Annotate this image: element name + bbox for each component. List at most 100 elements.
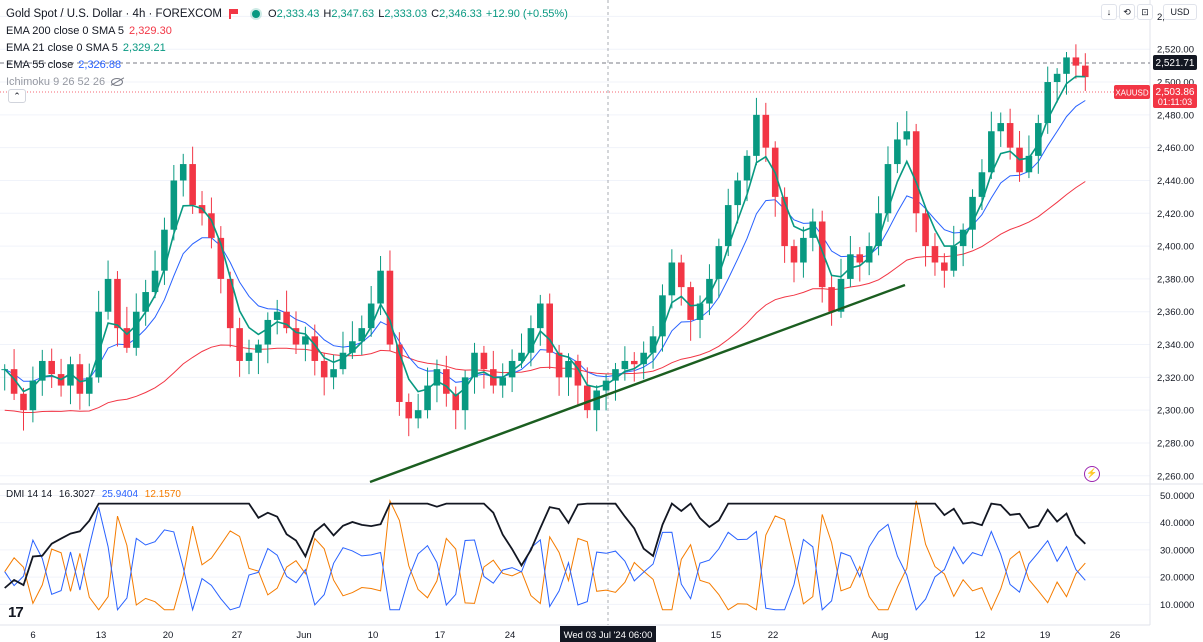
- crosshair-time-text: Wed 03 Jul '24 06:00: [564, 630, 653, 641]
- candle: [781, 187, 788, 263]
- candle: [339, 331, 347, 375]
- dmi-axis[interactable]: 50.0000 40.0000 30.0000 20.0000 10.0000: [1160, 491, 1194, 611]
- scroll-down-icon[interactable]: ↓: [1101, 4, 1117, 20]
- candle-body: [292, 328, 300, 345]
- high-price-label: 2,521.71: [1153, 55, 1197, 70]
- low-value: 2,333.03: [384, 7, 428, 20]
- candle-body: [161, 229, 168, 271]
- hidden-eye-icon[interactable]: [111, 77, 124, 86]
- candle-body: [724, 205, 732, 247]
- dmi-tick-label: 30.0000: [1160, 545, 1194, 556]
- candle: [1053, 68, 1061, 103]
- candle-body: [941, 262, 948, 271]
- dmi-adx-value: 16.3027: [58, 489, 96, 500]
- candle: [226, 271, 234, 348]
- low-label: L: [378, 7, 385, 20]
- candle: [602, 374, 610, 411]
- trendline-drawing[interactable]: [369, 283, 906, 484]
- last-price-text: 2,503.86: [1156, 87, 1195, 98]
- candle: [969, 189, 976, 249]
- candle: [931, 233, 939, 276]
- dmi-legend[interactable]: DMI 14 14 16.3027 25.9404 12.1570: [6, 489, 185, 500]
- candle: [856, 247, 864, 282]
- candle: [800, 226, 807, 278]
- dmi-adx-path: [4, 502, 1086, 589]
- candle-body: [546, 303, 553, 353]
- time-tick-label: 26: [1110, 630, 1121, 641]
- candle: [527, 315, 535, 367]
- price-tick-label: 2,520.00: [1157, 45, 1194, 56]
- candle-body: [264, 319, 272, 345]
- candle: [179, 153, 187, 197]
- candle: [875, 196, 882, 256]
- indicator-value: 2,329.21: [122, 41, 166, 54]
- price-tick-label: 2,360.00: [1157, 307, 1194, 318]
- candle: [170, 164, 178, 241]
- candle: [659, 284, 666, 352]
- candle-body: [95, 311, 102, 378]
- indicator-name: EMA 200 close 0 SMA 5: [6, 24, 125, 37]
- candle: [499, 363, 507, 398]
- flag-icon[interactable]: [228, 8, 239, 19]
- time-tick-label: 12: [975, 630, 986, 641]
- time-axis[interactable]: 6 13 20 27 Jun 10 17 24 15 22 Aug 12 19 26: [30, 630, 1120, 641]
- indicator-ema21[interactable]: EMA 21 close 0 SMA 5 2,329.21: [6, 39, 572, 56]
- candle: [161, 217, 168, 285]
- collapse-legend-button[interactable]: ⌃: [8, 89, 26, 103]
- candle: [640, 341, 647, 380]
- tradingview-logo[interactable]: 17: [8, 604, 24, 621]
- candle: [988, 111, 995, 179]
- price-tick-label: 2,440.00: [1157, 176, 1194, 187]
- maximize-icon[interactable]: ⊡: [1137, 4, 1153, 20]
- candle: [38, 349, 46, 396]
- candle: [255, 339, 262, 375]
- symbol-title[interactable]: Gold Spot / U.S. Dollar · 4h · FOREXCOM: [6, 7, 223, 20]
- market-status-icon[interactable]: [252, 9, 261, 18]
- candle-body: [612, 369, 619, 381]
- candle-body: [114, 278, 121, 329]
- dmi-plus-path: [4, 507, 1086, 612]
- candle: [471, 342, 478, 394]
- candle-body: [828, 287, 835, 312]
- candle-body: [856, 254, 864, 263]
- candle-body: [1006, 123, 1014, 148]
- candle-body: [677, 262, 685, 288]
- indicator-ema55[interactable]: EMA 55 close 2,326.88: [6, 56, 572, 73]
- candle-body: [424, 385, 431, 411]
- candle: [649, 326, 657, 369]
- ema-200-line: [4, 181, 1086, 413]
- dmi-lines: [4, 499, 1086, 612]
- candle-body: [593, 390, 600, 411]
- indicator-name: Ichimoku 9 26 52 26: [6, 75, 106, 88]
- candle-body: [762, 114, 770, 148]
- candle-body: [480, 352, 488, 370]
- candle: [687, 281, 694, 341]
- candle: [85, 363, 93, 407]
- candle-body: [875, 213, 882, 247]
- alert-bolt-icon[interactable]: ⚡: [1084, 466, 1100, 482]
- time-tick-label: 19: [1040, 630, 1051, 641]
- candle: [621, 346, 629, 381]
- currency-button[interactable]: USD: [1163, 4, 1197, 20]
- candle-body: [988, 131, 995, 173]
- candle-body: [179, 164, 187, 181]
- candle-body: [330, 369, 337, 378]
- indicator-ema200[interactable]: EMA 200 close 0 SMA 5 2,329.30: [6, 22, 572, 39]
- candle: [123, 306, 131, 353]
- candle-body: [903, 131, 911, 140]
- indicator-value: 2,326.88: [78, 58, 122, 71]
- indicator-ichimoku[interactable]: Ichimoku 9 26 52 26: [6, 73, 572, 90]
- price-tick-label: 2,460.00: [1157, 143, 1194, 154]
- candle: [546, 293, 553, 369]
- candle-body: [602, 380, 610, 391]
- reset-icon[interactable]: ⟲: [1119, 4, 1135, 20]
- candle-body: [574, 360, 582, 386]
- candle: [142, 279, 149, 326]
- price-axis[interactable]: 2,540.002,520.002,500.002,480.002,460.00…: [1157, 12, 1194, 482]
- price-tick-label: 2,400.00: [1157, 242, 1194, 253]
- candle: [48, 348, 55, 388]
- candle-body: [386, 270, 394, 345]
- candle-body: [527, 328, 535, 353]
- time-tick-label: Aug: [872, 630, 889, 641]
